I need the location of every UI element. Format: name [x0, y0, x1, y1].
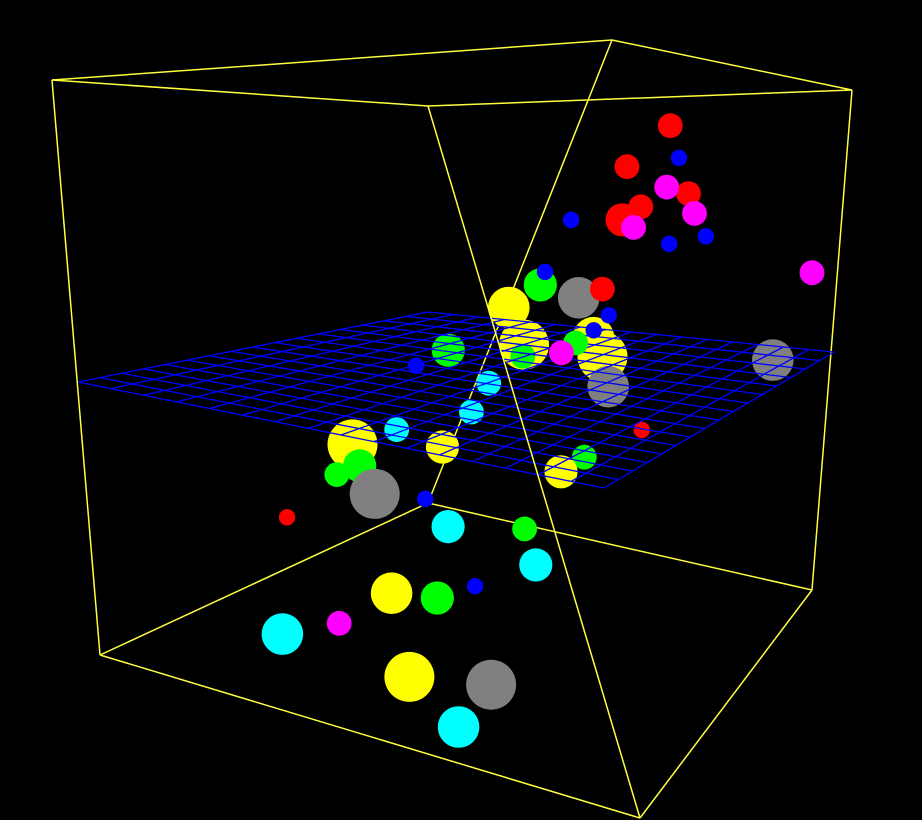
plane-grid-line	[603, 351, 835, 489]
scatter-point-magenta[interactable]	[682, 201, 707, 226]
scatter-point-magenta[interactable]	[799, 260, 825, 286]
bounding-box-front-edges	[51, 79, 853, 819]
scatter-point-gray[interactable]	[349, 468, 400, 519]
plane-grid-line	[570, 348, 809, 482]
scatter-point-blue[interactable]	[670, 149, 688, 167]
box-edge	[611, 39, 853, 91]
scatter-point-cyan[interactable]	[261, 613, 304, 655]
box-edge	[51, 39, 613, 81]
scatter-point-green[interactable]	[420, 581, 454, 615]
scatter-point-yellow[interactable]	[544, 455, 578, 489]
scatter-point-red[interactable]	[614, 154, 640, 180]
scatter-point-blue[interactable]	[600, 307, 617, 324]
box-edge	[99, 654, 641, 819]
scatter-point-red[interactable]	[590, 276, 615, 302]
bounding-box-back-edges	[51, 39, 853, 656]
plane-grid-line	[384, 320, 806, 370]
scatter-point-yellow[interactable]	[488, 286, 530, 329]
plane-grid-line	[505, 343, 759, 469]
scatter-point-gray[interactable]	[587, 365, 629, 408]
box-edge	[427, 502, 813, 591]
box-edge	[51, 79, 429, 107]
scatter-point-cyan[interactable]	[431, 509, 465, 544]
plane-grid-line	[406, 336, 682, 449]
box-edge	[99, 502, 429, 656]
plane-grid-line	[296, 337, 748, 404]
plane-grid-line	[427, 311, 835, 353]
plane-grid-line	[406, 315, 820, 362]
box-edge	[639, 589, 813, 819]
scatter-point-yellow[interactable]	[370, 572, 413, 614]
scatter-point-cyan[interactable]	[437, 706, 480, 748]
scatter-point-magenta[interactable]	[326, 610, 352, 636]
scatter-point-magenta[interactable]	[549, 340, 574, 366]
scatter-point-cyan[interactable]	[519, 548, 553, 582]
plane-grid-line	[318, 333, 763, 396]
scatter-point-green[interactable]	[512, 516, 537, 542]
scatter-point-gray[interactable]	[557, 277, 600, 319]
scatter-point-blue[interactable]	[697, 228, 714, 245]
scatter-point-blue[interactable]	[585, 322, 602, 339]
plane-grid-line	[472, 341, 733, 463]
plane-grid-line	[439, 338, 708, 456]
scatter-point-blue[interactable]	[417, 490, 434, 508]
plane-grid-line	[373, 333, 657, 443]
scatter-point-blue[interactable]	[536, 263, 554, 281]
box-edge	[811, 89, 853, 591]
scatter-point-green[interactable]	[324, 462, 350, 487]
scatter-point-yellow[interactable]	[425, 430, 460, 464]
scatter-point-gray[interactable]	[466, 659, 517, 710]
scatter-point-blue[interactable]	[661, 235, 678, 252]
box-edge	[427, 89, 853, 107]
scatter-point-red[interactable]	[633, 421, 650, 439]
scatter-point-red[interactable]	[657, 113, 683, 139]
plane-grid-line	[274, 341, 734, 413]
scatter-point-blue[interactable]	[407, 357, 425, 374]
box-edge	[51, 79, 101, 656]
scatter-point-red[interactable]	[278, 509, 296, 526]
box-edge	[427, 39, 613, 504]
markers-above-plane	[523, 113, 825, 366]
scatter-point-red[interactable]	[676, 181, 701, 207]
scatter-point-blue[interactable]	[466, 578, 484, 595]
box-edge	[427, 105, 641, 819]
plane-grid-line	[537, 346, 784, 476]
scatter-point-gray[interactable]	[752, 339, 794, 381]
scatter-point-yellow[interactable]	[384, 651, 435, 702]
scatter-point-magenta[interactable]	[621, 215, 646, 240]
scatter-point-magenta[interactable]	[654, 174, 680, 200]
scatter-point-blue[interactable]	[562, 211, 580, 229]
